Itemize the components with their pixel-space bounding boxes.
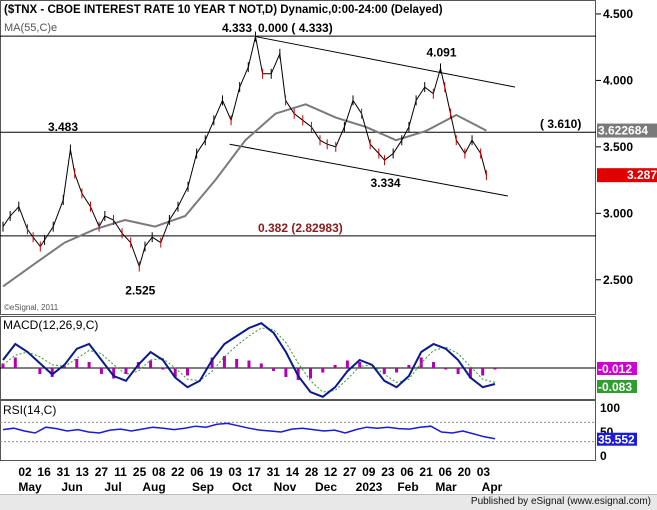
x-day-label: 14 <box>286 465 300 479</box>
rsi-badge-text: 35.552 <box>598 433 635 447</box>
rsi-tick-label: 0 <box>600 449 607 463</box>
x-day-label: 20 <box>458 465 472 479</box>
x-day-label: 21 <box>419 465 433 479</box>
macd-line <box>2 322 496 398</box>
y-tick-label: 2.500 <box>603 273 633 287</box>
x-day-label: 16 <box>37 465 51 479</box>
x-day-label: 12 <box>324 465 338 479</box>
x-day-label: 08 <box>152 465 166 479</box>
macd-label: MACD(12,26,9,C) <box>3 318 98 332</box>
x-day-label: 17 <box>248 465 262 479</box>
point-label: 2.525 <box>125 283 155 297</box>
x-month-label: Jul <box>104 480 121 494</box>
x-day-label: 13 <box>76 465 90 479</box>
x-month-label: Oct <box>232 480 252 494</box>
x-month-label: Sep <box>192 480 214 494</box>
last-price-badge-text: 3.287 <box>627 168 657 182</box>
x-month-label: Mar <box>435 480 457 494</box>
x-day-label: 27 <box>95 465 109 479</box>
x-day-label: 28 <box>305 465 319 479</box>
ma-indicator-label: MA(55,C)e <box>4 22 57 34</box>
x-day-label: 22 <box>171 465 185 479</box>
ma-line <box>2 103 487 288</box>
footer-bar: Published by eSignal (www.esignal.com) <box>0 494 657 510</box>
x-day-label: 03 <box>228 465 242 479</box>
x-day-label: 31 <box>267 465 281 479</box>
y-tick-label: 3.000 <box>603 206 633 220</box>
macd-badge-2-text: -0.083 <box>598 380 632 394</box>
x-month-label: Aug <box>142 480 165 494</box>
y-tick-label: 4.000 <box>603 73 633 87</box>
point-label: 4.091 <box>426 45 456 59</box>
esignal-watermark: ©eSignal, 2011 <box>4 303 59 312</box>
x-day-label: 27 <box>343 465 357 479</box>
rsi-line <box>2 422 496 440</box>
price-panel-frame <box>0 0 596 315</box>
level-label-high: 4.333 <box>222 21 252 35</box>
x-month-label: Nov <box>274 480 297 494</box>
x-day-label: 09 <box>362 465 376 479</box>
macd-badge-2 <box>597 380 637 393</box>
x-month-label: Dec <box>315 480 337 494</box>
level-label-0382: 0.382 (2.82983) <box>258 221 343 235</box>
x-day-label: 02 <box>18 465 32 479</box>
chart-title: ($TNX - CBOE INTEREST RATE 10 YEAR T NOT… <box>4 4 443 16</box>
trendline-0 <box>255 36 516 88</box>
x-day-label: 25 <box>133 465 147 479</box>
chart-root: 4.333 0.000 ( 4.333) 3.483 ( 3.610) 0.382 (2… <box>0 0 657 494</box>
x-month-label: May <box>18 480 42 494</box>
rsi-tick-label: 100 <box>600 401 620 415</box>
y-tick-label: 3.500 <box>603 140 633 154</box>
rsi-label: RSI(14,C) <box>3 403 56 417</box>
footer-text: Published by eSignal (www.esignal.com) <box>470 496 651 507</box>
x-month-label: Apr <box>482 480 503 494</box>
x-day-label: 06 <box>400 465 414 479</box>
x-day-label: 19 <box>209 465 223 479</box>
rsi-panel-frame <box>0 400 596 461</box>
trendline-1 <box>229 143 509 197</box>
x-day-label: 31 <box>57 465 71 479</box>
x-month-label: Jun <box>61 480 82 494</box>
x-day-label: 23 <box>381 465 395 479</box>
x-day-label: 03 <box>477 465 491 479</box>
level-label-3483: 3.483 <box>48 120 78 134</box>
x-day-label: 06 <box>439 465 453 479</box>
rsi-badge <box>597 432 637 446</box>
y-tick-label: 4.500 <box>603 7 633 21</box>
point-label: 3.334 <box>371 176 401 190</box>
x-day-label: 06 <box>190 465 204 479</box>
x-month-label: 2023 <box>356 480 383 494</box>
x-day-label: 11 <box>114 465 127 479</box>
macd-signal-line <box>2 327 496 393</box>
macd-badge-1-text: -0.012 <box>598 362 632 376</box>
ma-price-badge <box>597 123 657 138</box>
last-price-badge <box>597 168 657 183</box>
ma-price-badge-text: 3.622684 <box>598 124 648 138</box>
macd-badge-1 <box>597 362 637 375</box>
level-label-0: 0.000 ( 4.333) <box>258 21 333 35</box>
level-label-3610: ( 3.610) <box>540 117 581 131</box>
x-month-label: Feb <box>397 480 418 494</box>
